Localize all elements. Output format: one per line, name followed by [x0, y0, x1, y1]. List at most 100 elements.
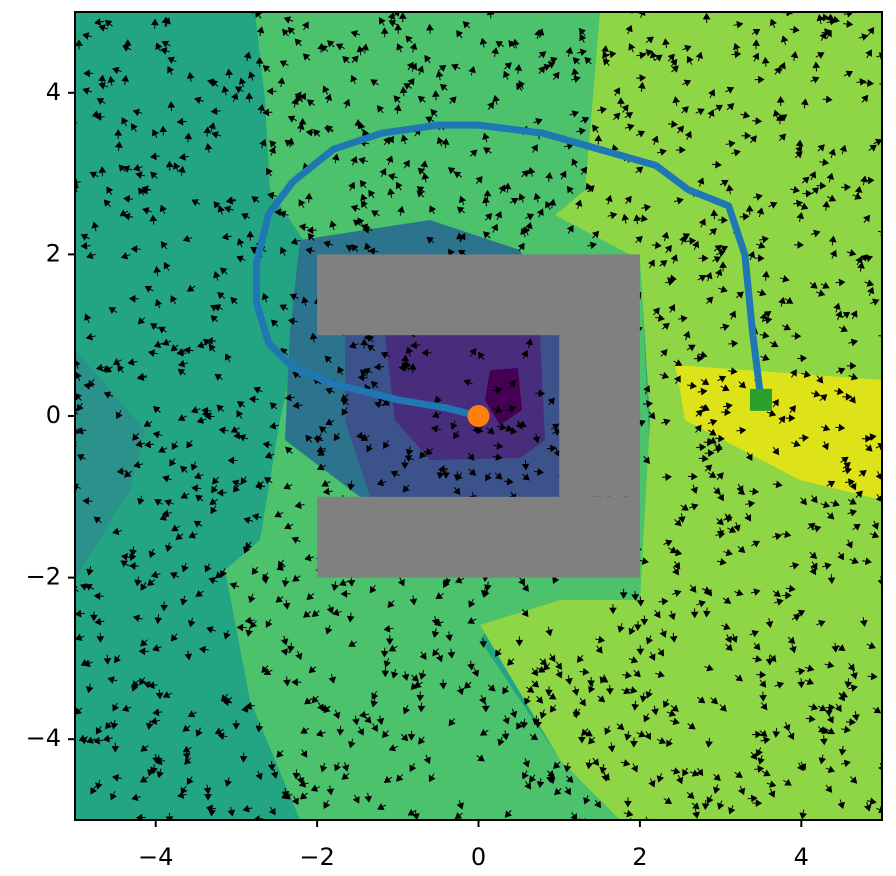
- quiver-arrow: [94, 18, 105, 26]
- quiver-arrow: [331, 153, 340, 164]
- quiver-arrow: [719, 245, 729, 253]
- quiver-arrow: [428, 773, 436, 783]
- quiver-arrow: [96, 98, 106, 105]
- quiver-arrow: [706, 794, 714, 804]
- quiver-arrow: [210, 505, 218, 515]
- quiver-arrow: [717, 216, 728, 224]
- quiver-arrow: [132, 108, 143, 117]
- quiver-arrow: [236, 410, 244, 419]
- quiver-arrow: [669, 632, 678, 643]
- quiver-arrow: [705, 737, 713, 748]
- quiver-arrow: [719, 179, 729, 187]
- quiver-arrow: [417, 167, 426, 175]
- quiver-arrow: [285, 446, 293, 454]
- quiver-arrow: [294, 38, 302, 47]
- quiver-arrow: [687, 472, 698, 481]
- quiver-arrow: [449, 96, 457, 104]
- quiver-arrow: [269, 140, 277, 148]
- quiver-arrow: [844, 678, 853, 689]
- quiver-arrow: [861, 434, 872, 443]
- quiver-arrow: [424, 54, 432, 64]
- quiver-arrow: [400, 733, 409, 742]
- quiver-arrow: [554, 787, 562, 796]
- quiver-arrow: [535, 389, 546, 398]
- quiver-arrow: [819, 32, 827, 41]
- quiver-arrow: [659, 371, 670, 380]
- quiver-arrow: [587, 241, 597, 250]
- quiver-arrow: [376, 715, 385, 726]
- quiver-arrow: [643, 49, 653, 57]
- quiver-arrow: [551, 423, 560, 431]
- quiver-arrow: [152, 430, 163, 439]
- quiver-arrow: [617, 623, 625, 633]
- quiver-arrow: [684, 130, 692, 141]
- quiver-arrow: [215, 571, 224, 579]
- quiver-arrow: [578, 733, 586, 744]
- quiver-arrow: [631, 763, 639, 773]
- quiver-arrow: [360, 223, 371, 232]
- quiver-arrow: [661, 473, 672, 481]
- quiver-arrow: [780, 35, 789, 45]
- quiver-arrow: [91, 221, 99, 232]
- quiver-arrow: [759, 691, 767, 702]
- quiver-arrow: [817, 144, 825, 152]
- quiver-arrow: [160, 47, 170, 55]
- quiver-arrow: [95, 363, 106, 372]
- quiver-arrow: [463, 379, 473, 387]
- quiver-arrow: [397, 577, 405, 587]
- quiver-arrow: [264, 451, 275, 459]
- quiver-arrow: [570, 812, 578, 820]
- quiver-arrow: [842, 392, 853, 401]
- quiver-arrow: [123, 212, 134, 221]
- quiver-arrow: [432, 90, 440, 101]
- quiver-arrow: [243, 51, 252, 62]
- quiver-arrow: [334, 762, 342, 772]
- quiver-arrow: [243, 516, 254, 525]
- quiver-arrow: [660, 349, 668, 357]
- quiver-arrow: [827, 574, 836, 585]
- quiver-arrow: [325, 625, 333, 635]
- quiver-arrow: [863, 801, 872, 812]
- quiver-arrow: [804, 677, 814, 685]
- quiver-arrow: [319, 426, 327, 434]
- quiver-arrow: [131, 793, 141, 802]
- quiver-arrow: [300, 726, 310, 734]
- obstacle: [317, 254, 640, 336]
- quiver-arrow: [94, 113, 105, 121]
- quiver-arrow: [291, 678, 302, 687]
- quiver-arrow: [739, 212, 750, 221]
- quiver-arrow: [341, 407, 349, 416]
- quiver-arrow: [269, 402, 278, 410]
- quiver-arrow: [476, 425, 484, 435]
- quiver-arrow: [104, 19, 113, 27]
- quiver-arrow: [150, 323, 159, 331]
- quiver-arrow: [820, 500, 831, 509]
- quiver-arrow: [738, 381, 747, 389]
- quiver-arrow: [120, 252, 131, 260]
- quiver-arrow: [842, 461, 851, 470]
- quiver-arrow: [683, 330, 691, 341]
- obstacle: [317, 496, 640, 578]
- quiver-arrow: [503, 70, 511, 80]
- quiver-arrow: [778, 415, 786, 424]
- quiver-arrow: [227, 806, 236, 817]
- quiver-arrow: [93, 592, 104, 600]
- quiver-arrow: [733, 522, 741, 532]
- quiver-arrow: [223, 205, 234, 214]
- quiver-arrow: [563, 762, 572, 773]
- quiver-arrow: [132, 614, 143, 623]
- quiver-arrow: [119, 209, 129, 217]
- quiver-arrow: [426, 236, 435, 244]
- quiver-arrow: [86, 565, 94, 576]
- quiver-arrow: [393, 95, 401, 104]
- quiver-arrow: [306, 592, 315, 601]
- axes-frame: [74, 11, 883, 821]
- quiver-arrow: [797, 678, 806, 689]
- quiver-arrow: [697, 274, 707, 282]
- quiver-arrow: [323, 705, 331, 714]
- quiver-arrow: [98, 166, 107, 177]
- quiver-arrow: [169, 458, 177, 467]
- quiver-arrow: [342, 55, 350, 64]
- quiver-arrow: [686, 237, 697, 245]
